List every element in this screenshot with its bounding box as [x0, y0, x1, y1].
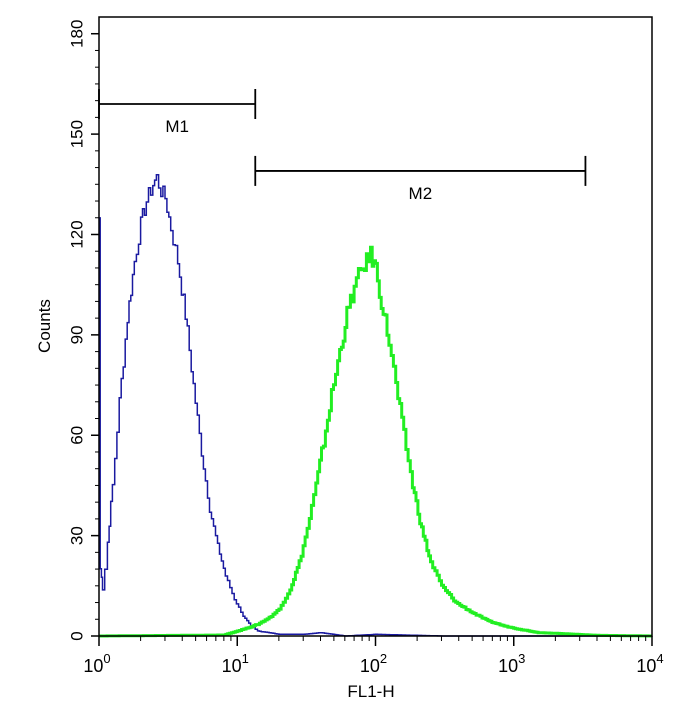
marker-layer: M1 M2 — [98, 88, 587, 203]
x-tick-label: 102 — [360, 651, 387, 676]
y-tick-label: 180 — [67, 20, 86, 48]
marker-label: M1 — [165, 117, 189, 136]
x-axis: 100 101 102 103 104 — [83, 636, 664, 676]
series-layer — [99, 173, 652, 638]
y-tick-label: 150 — [67, 120, 86, 148]
x-tick-label: 104 — [636, 651, 663, 676]
series-line-2 — [99, 245, 652, 638]
x-tick-label: 101 — [222, 651, 249, 676]
plot-frame — [98, 16, 653, 637]
y-axis-label: Counts — [35, 299, 54, 353]
y-tick-label: 0 — [67, 631, 86, 640]
y-axis: 0 30 60 90 120 150 180 — [67, 20, 99, 641]
x-axis-label: FL1-H — [347, 682, 394, 701]
x-tick-label: 103 — [498, 651, 525, 676]
y-tick-label: 120 — [67, 220, 86, 248]
marker-label: M2 — [409, 184, 433, 203]
y-tick-label: 60 — [67, 426, 86, 445]
y-tick-label: 30 — [67, 526, 86, 545]
marker-m1: M1 — [98, 88, 257, 136]
x-tick-label: 100 — [83, 651, 110, 676]
series-line-1 — [99, 173, 652, 637]
marker-m2: M2 — [254, 155, 587, 203]
y-tick-label: 90 — [67, 325, 86, 344]
